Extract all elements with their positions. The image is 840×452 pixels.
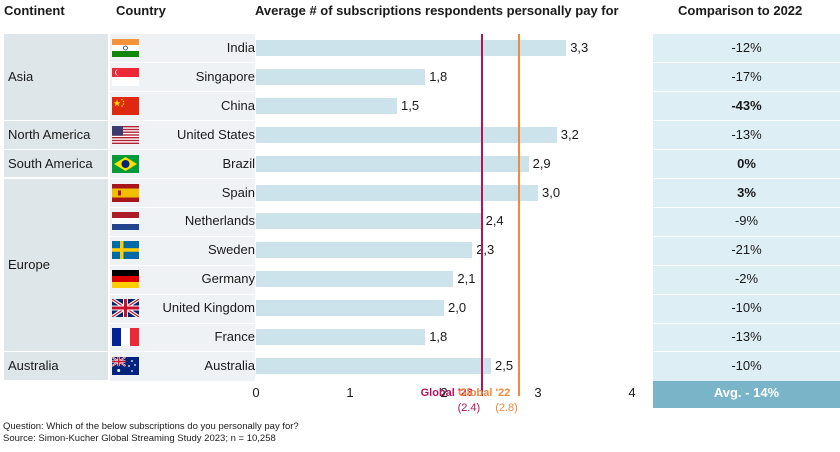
comparison-value: 0% xyxy=(737,155,756,171)
country-label: Spain xyxy=(221,184,255,200)
china-flag-icon xyxy=(112,96,139,115)
value-label: 2,5 xyxy=(495,357,514,373)
uk-flag-icon xyxy=(112,299,139,318)
value-label: 2,1 xyxy=(457,271,476,287)
reference-value: (2.4) xyxy=(457,402,481,414)
continent-block xyxy=(4,34,108,120)
singapore-flag-icon xyxy=(112,67,139,86)
bar xyxy=(256,213,482,230)
france-flag-icon xyxy=(112,328,139,346)
value-label: 2,4 xyxy=(485,213,504,229)
comparison-value: -10% xyxy=(731,300,762,316)
continent-block xyxy=(4,351,108,380)
value-label: 1,8 xyxy=(429,329,448,344)
bar xyxy=(256,300,444,317)
x-tick-label: 2 xyxy=(440,385,448,400)
value-label: 1,8 xyxy=(429,68,448,84)
row-divider xyxy=(110,120,840,122)
country-label: Brazil xyxy=(222,155,255,171)
comparison-value: -12% xyxy=(731,40,762,55)
x-tick-label: 1 xyxy=(346,385,354,400)
reference-label: Global '22 xyxy=(458,387,511,399)
comparison-value: -2% xyxy=(734,271,759,287)
country-label: Australia xyxy=(204,357,255,373)
value-label: 3,3 xyxy=(570,40,589,55)
country-label: United States xyxy=(176,126,255,142)
value-label: 3,2 xyxy=(560,126,579,142)
question-note: Question: Which of the below subscriptio… xyxy=(3,421,299,432)
bar xyxy=(256,126,557,143)
continent-label: South America xyxy=(8,156,93,172)
bar xyxy=(256,155,529,172)
reference-value: (2.8) xyxy=(495,402,518,414)
germany-flag-icon xyxy=(112,270,139,289)
continent-label: Europe xyxy=(8,257,50,273)
continent-block xyxy=(4,120,108,149)
comparison-value: -17% xyxy=(731,68,762,84)
x-tick-label: 0 xyxy=(252,385,260,400)
brazil-flag-icon xyxy=(112,154,139,173)
country-label: China xyxy=(221,97,255,113)
row-divider xyxy=(110,62,840,64)
continent-block xyxy=(4,178,108,351)
country-label: Germany xyxy=(201,271,255,287)
country-label: Sweden xyxy=(208,242,255,258)
row-divider xyxy=(110,178,840,179)
bar xyxy=(256,97,397,114)
source-note: Source: Simon-Kucher Global Streaming St… xyxy=(3,433,276,444)
continent-header: Continent xyxy=(4,3,65,18)
average-box: Avg. - 14% xyxy=(653,381,840,408)
value-label: 1,5 xyxy=(401,97,420,113)
comparison-value: -9% xyxy=(734,213,759,229)
country-label: India xyxy=(226,40,255,55)
comparison-value: -21% xyxy=(731,242,762,258)
row-divider xyxy=(110,91,840,93)
bar xyxy=(256,242,473,259)
continent-label: North America xyxy=(8,127,91,143)
comparison-value: -13% xyxy=(731,126,762,142)
bar xyxy=(256,68,426,85)
continent-block xyxy=(4,149,108,178)
bar xyxy=(256,184,538,201)
country-label: United Kingdom xyxy=(162,300,256,316)
bar xyxy=(256,357,491,374)
row-divider xyxy=(110,293,840,295)
value-label: 3,0 xyxy=(542,184,561,200)
comparison-header: Comparison to 2022 xyxy=(678,3,803,18)
spain-flag-icon xyxy=(112,183,139,202)
value-label: 2,9 xyxy=(532,155,551,171)
comparison-value: -13% xyxy=(731,329,762,344)
reference-label: Global '23 xyxy=(420,387,473,399)
row-divider xyxy=(110,351,840,353)
comparison-value: -43% xyxy=(731,97,762,113)
x-tick-label: 3 xyxy=(534,385,542,400)
row-divider xyxy=(110,206,840,208)
value-label: 2,3 xyxy=(476,242,495,258)
continent-label: Australia xyxy=(8,358,59,374)
country-label: France xyxy=(214,329,255,344)
netherlands-flag-icon xyxy=(112,212,139,231)
usa-flag-icon xyxy=(112,125,139,144)
row-divider xyxy=(110,322,840,324)
bar xyxy=(256,329,426,345)
comparison-value: -10% xyxy=(731,357,762,373)
country-header: Country xyxy=(116,3,166,18)
comparison-value: 3% xyxy=(737,184,756,200)
value-label: 2,0 xyxy=(448,300,467,316)
row-divider xyxy=(110,149,840,151)
row-divider xyxy=(110,264,840,266)
bar xyxy=(256,271,454,288)
bar xyxy=(256,40,567,56)
chart-title: Average # of subscriptions respondents p… xyxy=(255,3,619,18)
reference-line xyxy=(480,34,483,396)
country-label: Singapore xyxy=(195,68,255,84)
sweden-flag-icon xyxy=(112,241,139,260)
australia-flag-icon xyxy=(112,356,139,375)
reference-line xyxy=(518,34,521,396)
row-divider xyxy=(110,235,840,237)
continent-label: Asia xyxy=(8,69,34,85)
country-label: Netherlands xyxy=(184,213,255,229)
x-tick-label: 4 xyxy=(628,385,636,400)
india-flag-icon xyxy=(112,39,139,57)
